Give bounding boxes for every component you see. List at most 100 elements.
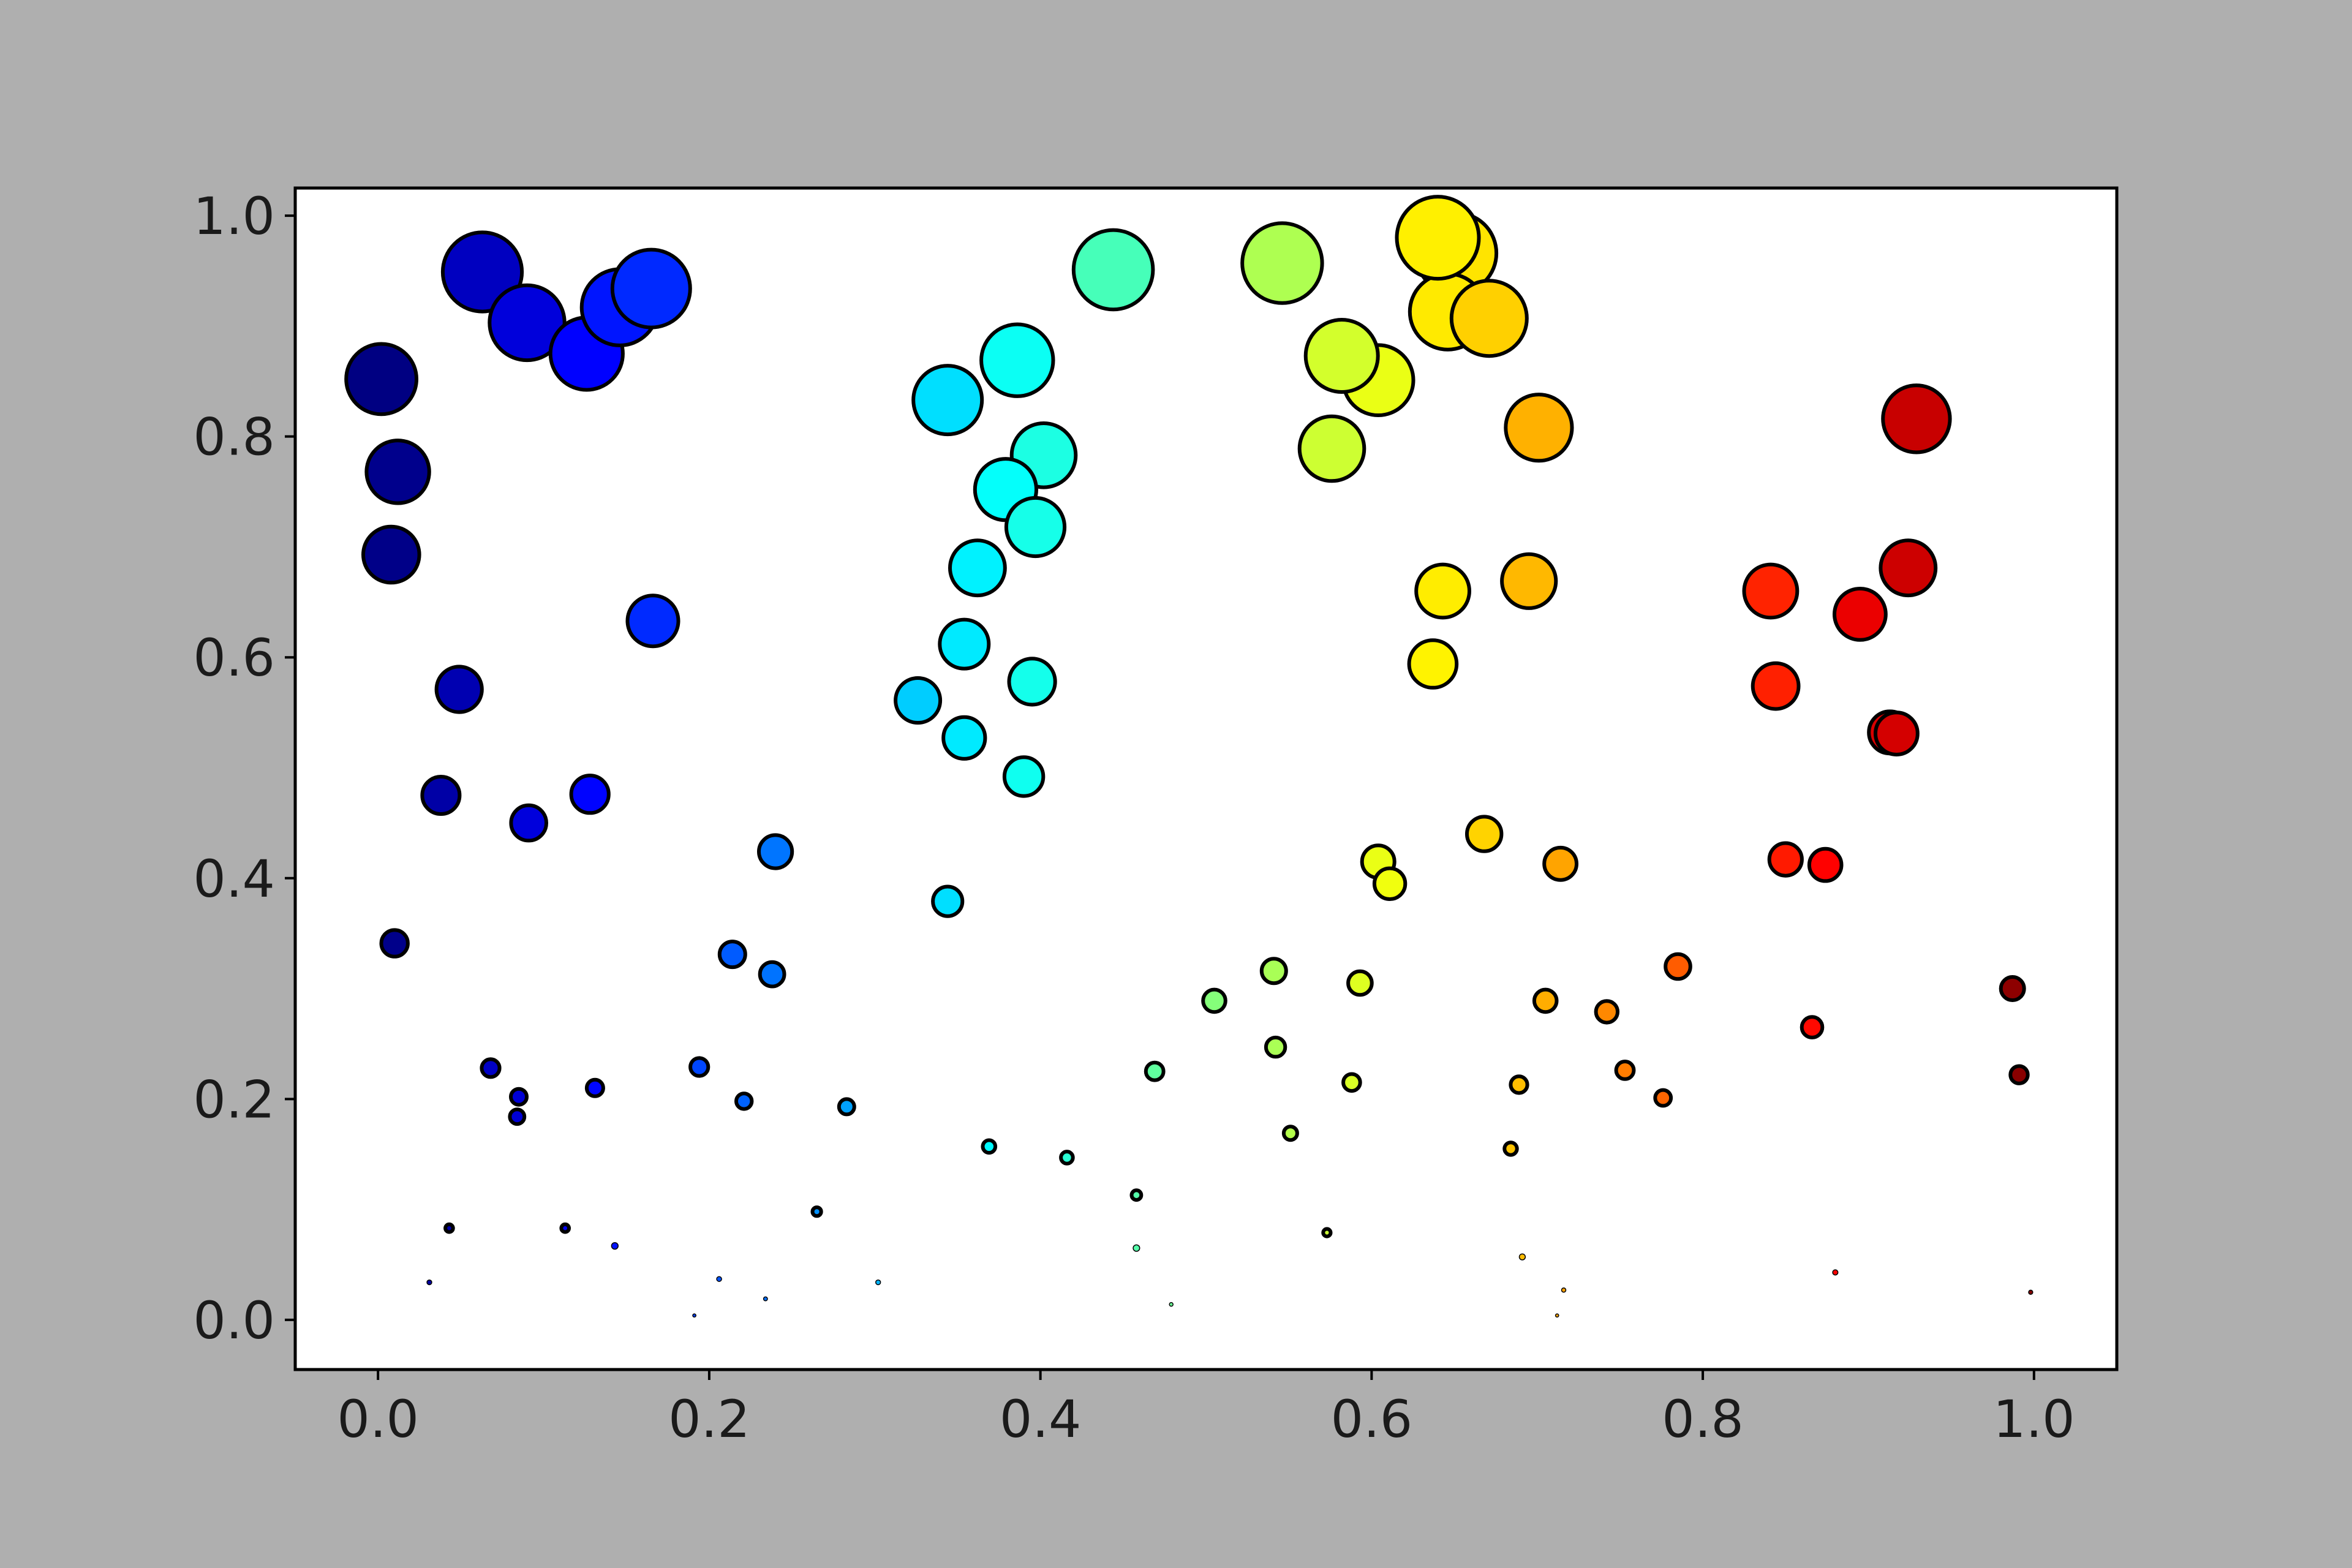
scatter-point xyxy=(1132,1190,1142,1200)
scatter-point xyxy=(1323,1229,1330,1236)
x-tick-label: 0.2 xyxy=(668,1389,750,1449)
scatter-point xyxy=(764,1297,767,1300)
scatter-point xyxy=(587,1080,603,1096)
scatter-point xyxy=(437,666,482,712)
scatter-point xyxy=(346,344,417,415)
scatter-point xyxy=(510,1109,524,1124)
scatter-point xyxy=(1510,1076,1527,1093)
scatter-point xyxy=(2010,1066,2027,1084)
scatter-point xyxy=(561,1224,569,1232)
scatter-point xyxy=(1203,990,1226,1012)
scatter-point xyxy=(427,1280,432,1285)
scatter-point xyxy=(1009,658,1055,704)
scatter-point xyxy=(1534,990,1557,1012)
scatter-point xyxy=(1452,281,1527,356)
scatter-point xyxy=(876,1280,881,1285)
scatter-point xyxy=(1343,1074,1360,1091)
scatter-point xyxy=(1300,417,1365,481)
scatter-point xyxy=(1005,757,1043,796)
scatter-point xyxy=(1544,848,1577,880)
x-tick-label: 0.6 xyxy=(1331,1389,1413,1449)
scatter-point xyxy=(1802,1017,1823,1038)
scatter-point xyxy=(933,887,962,916)
scatter-point xyxy=(759,835,792,868)
scatter-point xyxy=(950,540,1005,595)
scatter-point xyxy=(363,527,420,583)
scatter-point xyxy=(1655,1090,1671,1106)
scatter-point xyxy=(1504,1142,1517,1155)
scatter-point xyxy=(1833,1270,1838,1275)
scatter-point xyxy=(1875,712,1918,755)
scatter-point xyxy=(690,1058,708,1076)
scatter-point xyxy=(366,440,429,503)
x-tick-label: 0.0 xyxy=(337,1389,419,1449)
scatter-point xyxy=(1416,565,1469,618)
scatter-point xyxy=(839,1099,854,1114)
scatter-point xyxy=(1520,1254,1526,1260)
scatter-point xyxy=(1374,869,1405,899)
scatter-point xyxy=(1262,959,1286,983)
scatter-point xyxy=(736,1093,752,1109)
scatter-point xyxy=(895,678,940,723)
scatter-point xyxy=(1061,1152,1073,1164)
scatter-point xyxy=(1074,230,1153,310)
scatter-point xyxy=(1753,663,1799,709)
scatter-point xyxy=(611,1243,618,1250)
x-tick-label: 0.8 xyxy=(1662,1389,1744,1449)
y-tick-label: 0.2 xyxy=(193,1069,275,1129)
scatter-point xyxy=(1562,1288,1566,1292)
y-tick-label: 0.8 xyxy=(193,407,275,467)
y-tick-label: 0.6 xyxy=(193,628,275,688)
scatter-point xyxy=(2029,1290,2033,1294)
scatter-point xyxy=(1306,320,1378,392)
scatter-point xyxy=(813,1207,821,1216)
y-tick-label: 0.4 xyxy=(193,849,275,909)
scatter-point xyxy=(2001,977,2024,1000)
x-tick-label: 1.0 xyxy=(1993,1389,2075,1449)
scatter-point xyxy=(1397,197,1479,279)
scatter-point xyxy=(720,941,745,967)
scatter-point xyxy=(628,595,679,646)
scatter-point xyxy=(422,777,459,814)
scatter-point xyxy=(693,1314,696,1317)
y-tick-label: 0.0 xyxy=(193,1291,275,1351)
scatter-point xyxy=(1006,498,1065,556)
scatter-point xyxy=(1409,640,1457,688)
scatter-point xyxy=(612,250,690,328)
scatter-point xyxy=(981,325,1053,396)
scatter-point xyxy=(1616,1061,1634,1079)
scatter-point xyxy=(1502,554,1556,608)
scatter-point xyxy=(983,1140,996,1153)
scatter-point xyxy=(1133,1245,1140,1251)
scatter-point xyxy=(1880,540,1936,595)
scatter-point xyxy=(571,775,609,813)
scatter-point xyxy=(1242,223,1322,303)
scatter-point xyxy=(1146,1063,1164,1080)
scatter-point xyxy=(1266,1038,1285,1057)
scatter-point xyxy=(1467,816,1501,851)
scatter-point xyxy=(1596,1001,1618,1022)
scatter-point xyxy=(717,1276,722,1281)
scatter-point xyxy=(760,962,785,987)
scatter-point xyxy=(1284,1126,1297,1140)
scatter-point xyxy=(943,717,985,759)
scatter-point xyxy=(1348,971,1372,995)
scatter-point xyxy=(913,366,982,434)
scatter-point xyxy=(1834,589,1886,640)
x-tick-label: 0.4 xyxy=(1000,1389,1082,1449)
scatter-point xyxy=(382,930,408,956)
scatter-point xyxy=(1883,385,1950,452)
scatter-point xyxy=(1506,394,1572,461)
scatter-point xyxy=(1770,843,1802,876)
scatter-point xyxy=(1169,1303,1173,1306)
scatter-point xyxy=(1744,565,1798,618)
scatter-point xyxy=(940,620,989,669)
y-tick-label: 1.0 xyxy=(193,186,275,246)
scatter-point xyxy=(1809,849,1842,881)
scatter-point xyxy=(1556,1314,1559,1317)
scatter-point xyxy=(511,1089,527,1105)
scatter-point xyxy=(445,1224,453,1232)
scatter-point xyxy=(1665,954,1691,979)
